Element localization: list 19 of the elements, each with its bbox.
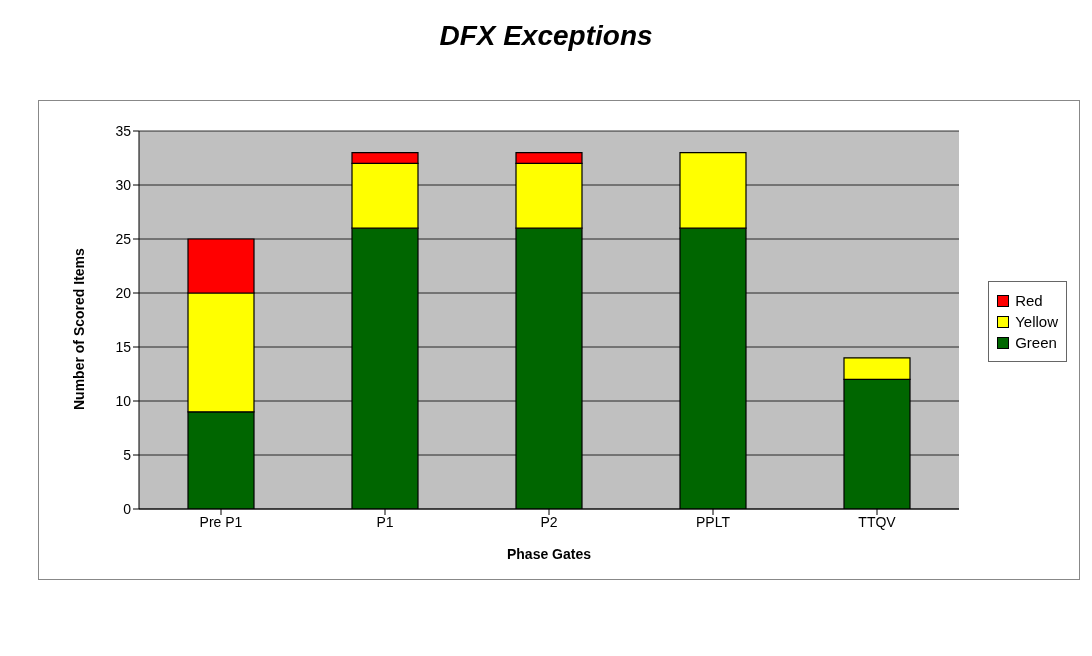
y-tick-label: 30 [115, 176, 132, 193]
y-tick-label: 25 [115, 230, 132, 247]
x-tick-label: PPLT [696, 513, 731, 530]
y-axis-title: Number of Scored Items [70, 247, 87, 410]
chart-title: DFX Exceptions [438, 20, 654, 52]
legend-label: Red [1015, 292, 1043, 309]
x-tick-label: Pre P1 [199, 513, 243, 530]
x-axis-title: Phase Gates [506, 546, 592, 562]
legend-label: Green [1015, 334, 1057, 351]
legend-label: Yellow [1015, 313, 1058, 330]
y-tick-label: 5 [123, 446, 132, 463]
y-tick-label: 0 [123, 500, 132, 517]
y-tick-label: 20 [115, 284, 132, 301]
x-tick-label: TTQV [858, 513, 897, 530]
x-tick-label: P2 [540, 513, 558, 530]
y-tick-label: 15 [115, 338, 132, 355]
y-tick-label: 10 [115, 392, 132, 409]
x-tick-label: P1 [376, 513, 394, 530]
y-tick-label: 35 [115, 122, 132, 139]
